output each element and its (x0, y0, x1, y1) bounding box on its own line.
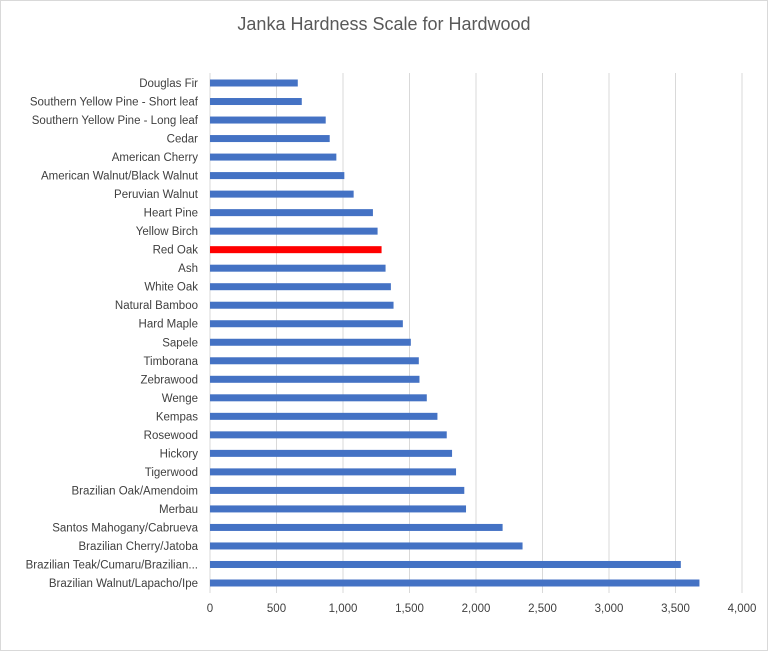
bar (210, 542, 523, 550)
bar (210, 301, 394, 309)
x-tick-label: 1,500 (395, 603, 424, 615)
category-label: Wenge (162, 393, 198, 405)
bar (210, 486, 465, 494)
bar (210, 560, 681, 568)
bar (210, 227, 378, 235)
bar (210, 579, 700, 587)
bar (210, 79, 298, 87)
category-label: White Oak (144, 282, 198, 294)
category-label: Heart Pine (144, 208, 198, 220)
bar (210, 505, 467, 513)
category-label: Peruvian Walnut (114, 189, 199, 201)
category-label: Brazilian Walnut/Lapacho/Ipe (49, 578, 198, 590)
bar (210, 431, 447, 439)
bar (210, 523, 503, 531)
x-tick-label: 4,000 (728, 603, 757, 615)
x-tick-label: 3,000 (595, 603, 624, 615)
bar (210, 320, 403, 328)
bar (210, 338, 411, 346)
x-tick-label: 0 (207, 603, 213, 615)
bar (210, 375, 420, 383)
bar (210, 283, 391, 291)
category-label: Kempas (156, 411, 198, 423)
x-tick-label: 2,000 (462, 603, 491, 615)
category-label: Douglas Fir (139, 78, 198, 90)
category-label: Southern Yellow Pine - Long leaf (32, 115, 199, 127)
category-label: Ash (178, 263, 198, 275)
category-label: Red Oak (153, 245, 199, 257)
bar (210, 264, 386, 272)
category-label: Yellow Birch (136, 226, 198, 238)
category-label: Brazilian Oak/Amendoim (71, 485, 198, 497)
category-label: Zebrawood (140, 374, 198, 386)
category-label: Tigerwood (145, 467, 198, 479)
category-label: Brazilian Cherry/Jatoba (78, 541, 198, 553)
category-label: American Cherry (112, 152, 199, 164)
category-label: Santos Mahogany/Cabrueva (52, 522, 198, 534)
category-label: Sapele (162, 337, 198, 349)
bar (210, 135, 330, 143)
category-label: Natural Bamboo (115, 300, 198, 312)
bar (210, 394, 427, 402)
x-tick-label: 500 (267, 603, 286, 615)
x-tick-label: 2,500 (528, 603, 557, 615)
category-label: Merbau (159, 504, 198, 516)
bar (210, 412, 438, 420)
chart-title: Janka Hardness Scale for Hardwood (237, 14, 531, 34)
bar (210, 172, 345, 180)
category-label: Hard Maple (139, 319, 198, 331)
bar (210, 190, 354, 198)
category-label: Southern Yellow Pine - Short leaf (30, 97, 199, 109)
category-label: Timborana (143, 356, 198, 368)
bar (210, 98, 302, 106)
x-tick-label: 1,000 (329, 603, 358, 615)
category-label: American Walnut/Black Walnut (41, 171, 199, 183)
bar (210, 153, 337, 161)
category-label: Rosewood (144, 430, 198, 442)
bar (210, 209, 373, 217)
bar (210, 246, 382, 254)
x-tick-label: 3,500 (661, 603, 690, 615)
bar (210, 357, 419, 365)
bar (210, 468, 457, 476)
category-label: Brazilian Teak/Cumaru/Brazilian... (26, 559, 198, 571)
category-label: Cedar (167, 134, 198, 146)
category-label: Hickory (160, 448, 199, 460)
bar (210, 449, 453, 457)
bar (210, 116, 326, 124)
